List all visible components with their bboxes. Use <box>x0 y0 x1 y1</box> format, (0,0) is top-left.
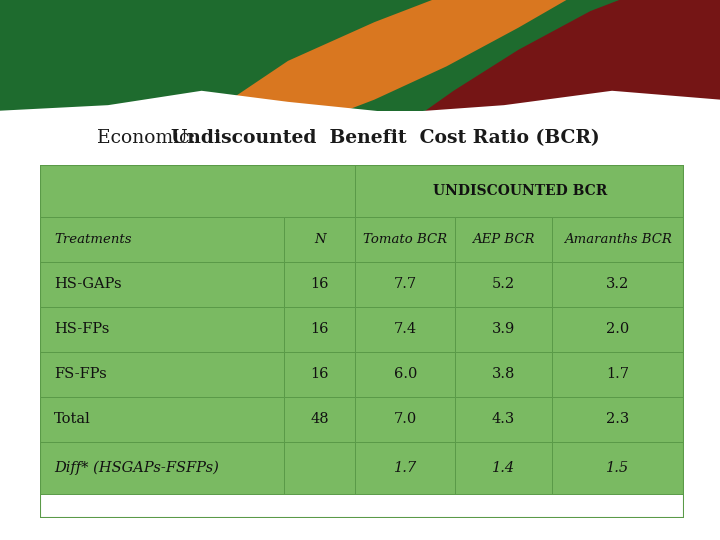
Polygon shape <box>0 91 720 116</box>
Bar <box>455 307 552 352</box>
Text: N: N <box>314 233 325 246</box>
Bar <box>552 442 684 494</box>
Text: 16: 16 <box>310 367 329 381</box>
Bar <box>40 217 284 262</box>
Text: 3.8: 3.8 <box>492 367 516 381</box>
Bar <box>40 165 356 217</box>
Bar <box>356 352 455 397</box>
Bar <box>552 217 684 262</box>
Text: Economic:: Economic: <box>97 129 202 147</box>
Text: 16: 16 <box>310 322 329 336</box>
Bar <box>455 217 552 262</box>
Bar <box>552 262 684 307</box>
Polygon shape <box>202 0 576 116</box>
Bar <box>552 397 684 442</box>
Bar <box>356 165 684 217</box>
Bar <box>284 262 356 307</box>
Bar <box>284 397 356 442</box>
Bar <box>284 217 356 262</box>
Text: 3.9: 3.9 <box>492 322 516 336</box>
Text: Treatments: Treatments <box>54 233 132 246</box>
Bar <box>552 352 684 397</box>
Text: 7.7: 7.7 <box>394 278 417 292</box>
Polygon shape <box>418 0 720 116</box>
Bar <box>455 397 552 442</box>
Bar <box>356 217 455 262</box>
Bar <box>455 442 552 494</box>
Bar <box>455 262 552 307</box>
Text: HS-FPs: HS-FPs <box>54 322 109 336</box>
Text: Amaranths BCR: Amaranths BCR <box>564 233 672 246</box>
Text: 7.4: 7.4 <box>394 322 417 336</box>
Bar <box>284 352 356 397</box>
Bar <box>356 397 455 442</box>
Text: 4.3: 4.3 <box>492 412 516 426</box>
Text: Tomato BCR: Tomato BCR <box>363 233 447 246</box>
Bar <box>356 307 455 352</box>
Text: AEP BCR: AEP BCR <box>472 233 535 246</box>
Bar <box>40 262 284 307</box>
Text: Diff* (HSGAPs-FSFPs): Diff* (HSGAPs-FSFPs) <box>54 461 219 475</box>
Text: 3.2: 3.2 <box>606 278 629 292</box>
Bar <box>552 307 684 352</box>
Text: 1.7: 1.7 <box>394 461 417 475</box>
Text: 48: 48 <box>310 412 329 426</box>
Text: 5.2: 5.2 <box>492 278 515 292</box>
Text: Total: Total <box>54 412 91 426</box>
Text: 16: 16 <box>310 278 329 292</box>
Text: 1.5: 1.5 <box>606 461 629 475</box>
Bar <box>455 352 552 397</box>
Bar <box>40 397 284 442</box>
Bar <box>284 442 356 494</box>
Text: 2.3: 2.3 <box>606 412 629 426</box>
Text: HS-GAPs: HS-GAPs <box>54 278 122 292</box>
Bar <box>40 352 284 397</box>
Text: Undiscounted  Benefit  Cost Ratio (BCR): Undiscounted Benefit Cost Ratio (BCR) <box>171 129 599 147</box>
Text: FS-FPs: FS-FPs <box>54 367 107 381</box>
Text: 2.0: 2.0 <box>606 322 629 336</box>
Bar <box>40 307 284 352</box>
Bar <box>284 307 356 352</box>
Bar <box>356 262 455 307</box>
Text: 6.0: 6.0 <box>394 367 417 381</box>
Text: 1.7: 1.7 <box>606 367 629 381</box>
Text: 7.0: 7.0 <box>394 412 417 426</box>
Bar <box>40 442 284 494</box>
Text: 1.4: 1.4 <box>492 461 515 475</box>
Text: UNDISCOUNTED BCR: UNDISCOUNTED BCR <box>433 184 607 198</box>
Bar <box>356 442 455 494</box>
